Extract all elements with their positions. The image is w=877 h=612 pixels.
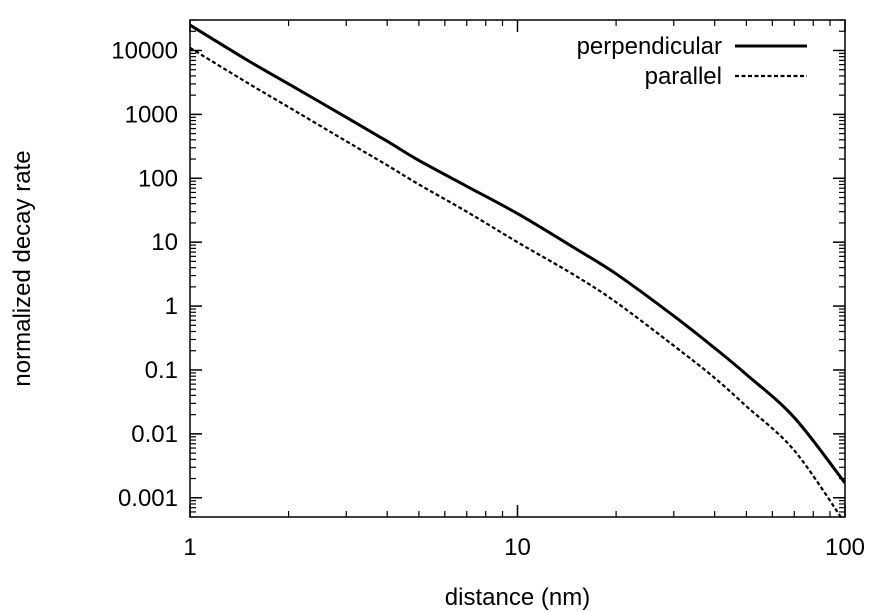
y-tick-labels: 0.001 0.01 0.1 1 10 100 1000 10000	[111, 37, 178, 511]
y-axis-title: normalized decay rate	[9, 150, 36, 386]
y-tick-label: 0.01	[131, 421, 178, 448]
y-tick-label: 10	[151, 229, 178, 256]
y-tick-label: 1000	[125, 101, 178, 128]
x-tick-label: 10	[504, 534, 531, 561]
series-line-perpendicular	[190, 23, 845, 484]
legend: perpendicular parallel	[577, 33, 807, 90]
series-line-parallel	[190, 46, 843, 517]
series-lines	[190, 23, 845, 517]
x-tick-labels: 1 10 100	[183, 534, 865, 561]
y-tick-label: 100	[138, 165, 178, 192]
x-tick-label: 1	[183, 534, 196, 561]
y-tick-label: 0.001	[118, 485, 178, 512]
y-tick-label: 10000	[111, 37, 178, 64]
y-tick-label: 1	[165, 293, 178, 320]
y-tick-label: 0.1	[145, 357, 178, 384]
x-tick-label: 100	[825, 534, 865, 561]
plot-frame	[189, 19, 846, 518]
legend-label-perpendicular: perpendicular	[577, 33, 722, 60]
legend-label-parallel: parallel	[645, 63, 722, 90]
x-axis-title: distance (nm)	[445, 584, 590, 611]
tick-marks	[189, 19, 846, 518]
